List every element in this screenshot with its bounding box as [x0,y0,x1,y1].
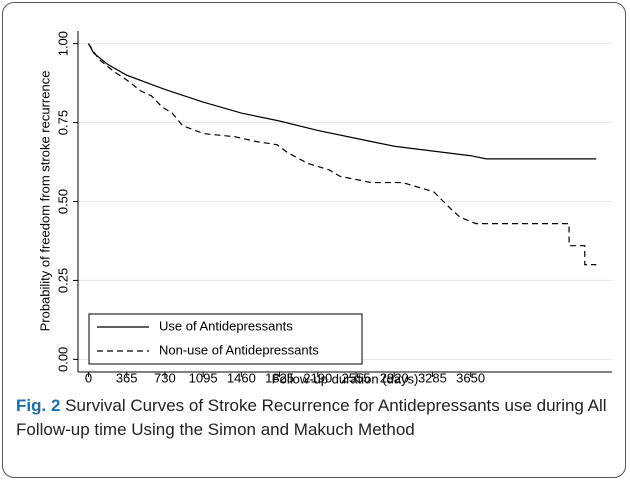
y-tick-label: 1.00 [55,31,70,56]
x-tick-label: 1460 [227,370,256,385]
x-axis-label: Follow-up duration (days) [272,371,419,386]
x-tick-label: 3650 [456,370,485,385]
x-tick-label: 2555 [342,370,371,385]
x-tick-label: 3285 [418,370,447,385]
y-tick-label: 0.00 [55,347,70,372]
x-tick-label: 0 [85,370,92,385]
y-tick-label: 0.75 [55,110,70,135]
y-tick-label: 0.25 [55,268,70,293]
survival-line [87,43,597,160]
survival-line [87,43,597,266]
legend-box [88,313,363,365]
y-axis-label: Probability of freedom from stroke recur… [37,71,52,332]
legend-label: Non-use of Antidepressants [159,342,319,357]
x-tick-label: 1825 [265,370,294,385]
caption-label: Fig. 2 [16,396,61,415]
legend-label: Use of Antidepressants [159,318,293,333]
chart: Follow-up duration (days) Probability of… [37,31,612,386]
y-tick-label: 0.50 [55,189,70,214]
x-tick-label: 730 [154,370,176,385]
caption-text: Survival Curves of Stroke Recurrence for… [16,396,607,439]
caption: Fig. 2 Survival Curves of Stroke Recurre… [16,394,616,442]
x-tick-label: 365 [116,370,138,385]
x-tick-label: 1095 [189,370,218,385]
x-tick-label: 2190 [303,370,332,385]
x-tick-label: 2920 [380,370,409,385]
